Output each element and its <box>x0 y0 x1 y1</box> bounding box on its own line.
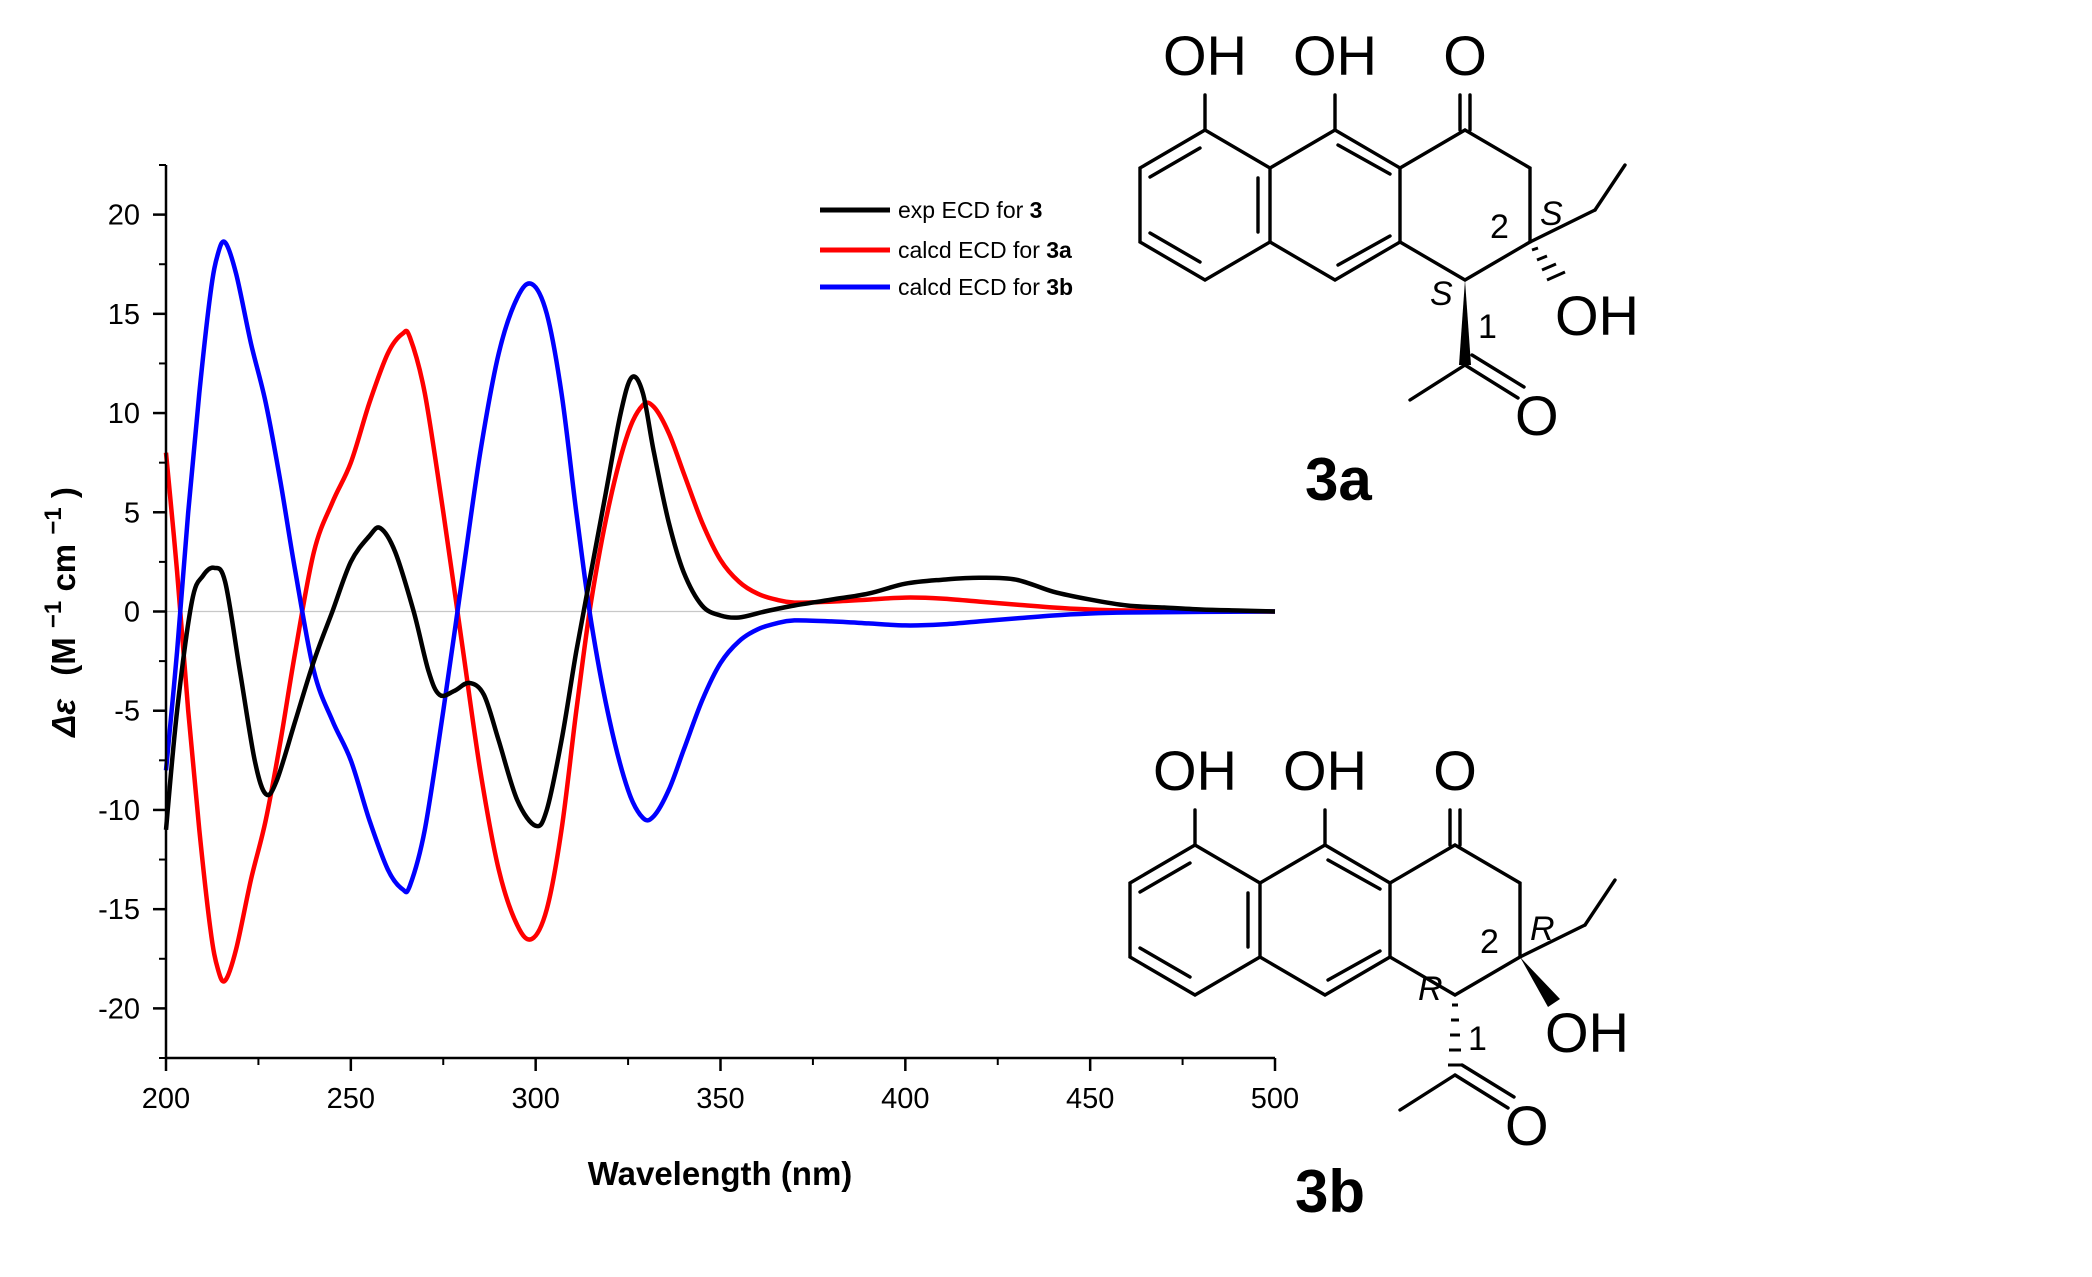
series-line-3a <box>163 328 1276 984</box>
y-tick-label: 20 <box>108 200 140 232</box>
y-tick-label: -5 <box>114 696 140 728</box>
series-line-exp <box>163 374 1276 831</box>
series-group <box>163 239 1276 984</box>
oh-label: OH <box>1283 739 1367 802</box>
x-tick-label: 500 <box>1251 1083 1299 1115</box>
y-tick-label: 15 <box>108 299 140 331</box>
legend: exp ECD for 3 calcd ECD for 3a calcd ECD… <box>820 197 1073 300</box>
x-tick-label: 350 <box>696 1083 744 1115</box>
structure-3b: OH OH O R 2 R 1 OH O 3b <box>1128 739 1629 1225</box>
ecd-chart: 200 250 300 350 400 450 500 20 15 10 5 0 -5 -10 -15 -20… <box>31 164 1299 1192</box>
y-axis-unit-open: (M <box>45 637 82 675</box>
series-line-3b <box>163 239 1276 895</box>
hashed-bond <box>1448 1003 1462 1067</box>
structure-3b-bonds <box>1128 808 1617 1112</box>
y-axis-unit-mid: cm <box>45 544 82 592</box>
structure-name: 3a <box>1305 446 1372 513</box>
x-tick-label: 450 <box>1066 1083 1114 1115</box>
oh-label: OH <box>1163 24 1247 87</box>
y-tick-label: 10 <box>108 398 140 430</box>
stereo-label-c2: R <box>1530 910 1555 948</box>
oh-label: OH <box>1153 739 1237 802</box>
x-tick-label: 300 <box>511 1083 559 1115</box>
oh-label: OH <box>1545 1001 1629 1064</box>
ticks-group: 200 250 300 350 400 450 500 20 15 10 5 0 -5 -10 -15 -20 <box>98 164 1299 1115</box>
y-axis-unit-close: ) <box>45 487 82 498</box>
y-axis-symbol: Δε <box>45 698 82 739</box>
oh-label: OH <box>1555 284 1639 347</box>
atom-number-c2: 2 <box>1480 923 1499 961</box>
stereo-label-c1: S <box>1430 275 1453 313</box>
x-tick-label: 250 <box>327 1083 375 1115</box>
structure-3a-bonds <box>1138 93 1627 402</box>
hashed-bond <box>1531 246 1566 282</box>
stereo-label-c2: S <box>1540 195 1563 233</box>
legend-label-3a: calcd ECD for 3a <box>898 237 1072 263</box>
y-axis-unit-sup1: −1 <box>40 601 67 628</box>
x-tick-label: 200 <box>142 1083 190 1115</box>
carbonyl-o-label: O <box>1515 384 1559 447</box>
atom-number-c1: 1 <box>1478 308 1497 346</box>
stereo-label-c1: R <box>1418 970 1443 1008</box>
x-tick-label: 400 <box>881 1083 929 1115</box>
x-axis-title: Wavelength (nm) <box>588 1155 853 1192</box>
atom-number-c1: 1 <box>1468 1020 1487 1058</box>
y-axis-title: Δε (M −1 cm −1 ) <box>31 487 82 739</box>
y-tick-label: -15 <box>98 894 140 926</box>
legend-label-exp: exp ECD for 3 <box>898 197 1042 223</box>
y-axis-unit-sup2: −1 <box>40 507 67 534</box>
carbonyl-o-label: O <box>1443 24 1487 87</box>
y-tick-label: -10 <box>98 795 140 827</box>
legend-label-3b: calcd ECD for 3b <box>898 274 1073 300</box>
y-tick-label: 0 <box>124 597 140 629</box>
structure-3a: OH OH O S 2 S 1 OH O 3a <box>1138 24 1639 513</box>
carbonyl-o-label: O <box>1505 1094 1549 1157</box>
carbonyl-o-label: O <box>1433 739 1477 802</box>
structure-name: 3b <box>1295 1158 1365 1225</box>
y-tick-label: 5 <box>124 497 140 529</box>
oh-label: OH <box>1293 24 1377 87</box>
y-tick-label: -20 <box>98 993 140 1025</box>
atom-number-c2: 2 <box>1490 208 1509 246</box>
